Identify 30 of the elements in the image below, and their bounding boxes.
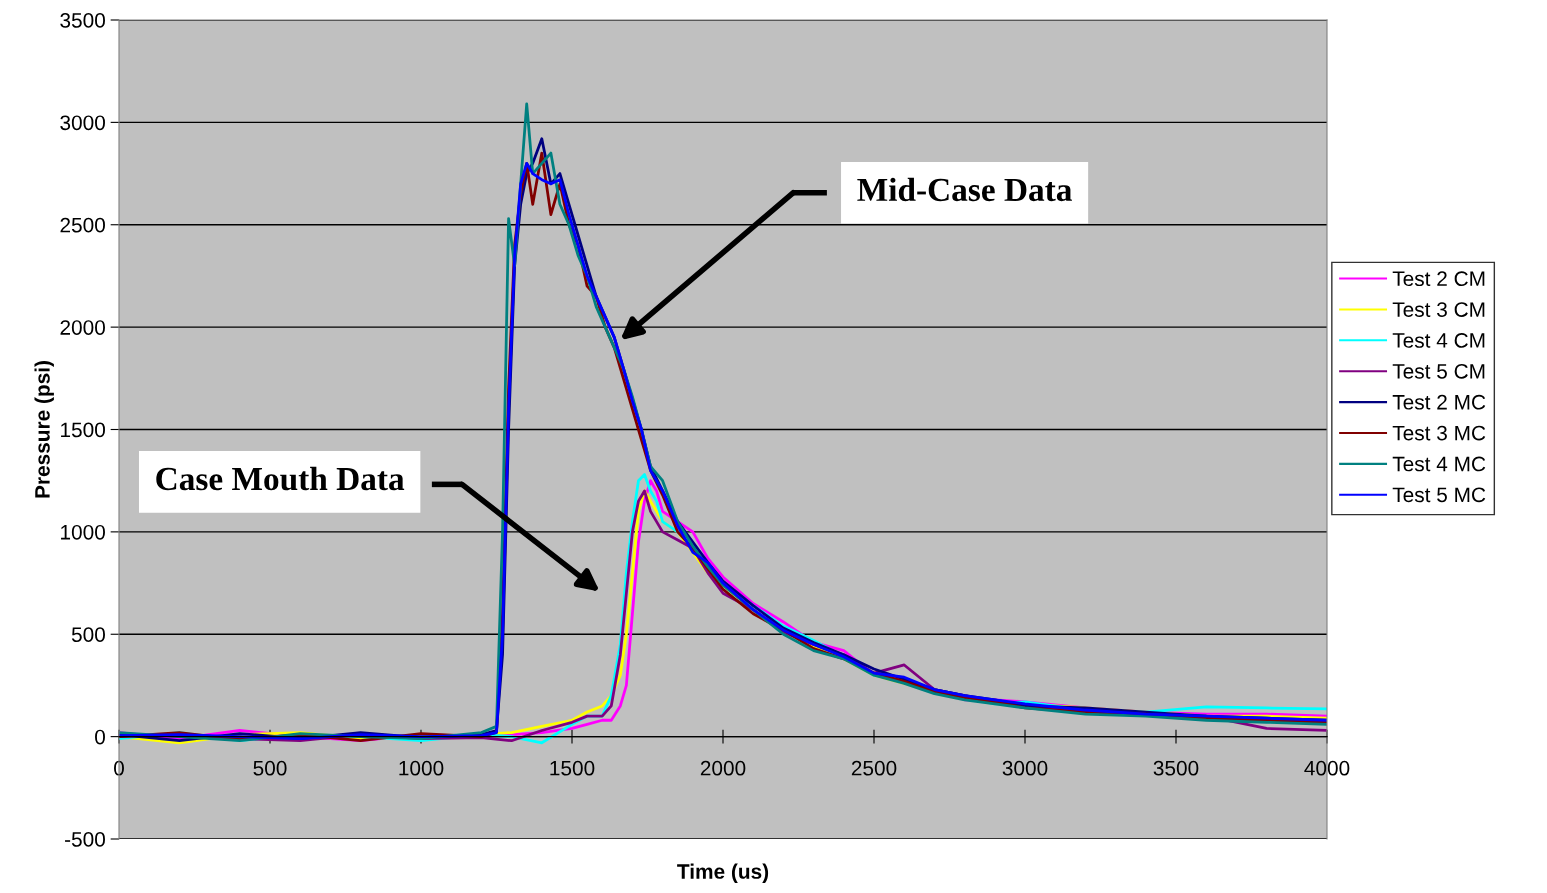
x-tick-label: 4000 <box>1304 760 1350 776</box>
annotation: Case Mouth Data <box>156 466 405 491</box>
y-axis-title: Pressure (psi) <box>34 361 54 498</box>
x-tick-label: 3500 <box>1153 760 1199 776</box>
y-tick-label: 0 <box>95 729 105 745</box>
legend-label: Test 3 CM <box>1392 302 1485 317</box>
legend-label: Test 5 MC <box>1392 487 1486 503</box>
y-tick-label: 1000 <box>61 524 105 540</box>
annotation: Mid-Case Data <box>857 177 1072 202</box>
x-tick-label: 3000 <box>1002 760 1048 776</box>
legend-label: Test 2 CM <box>1392 271 1485 287</box>
legend-label: Test 4 CM <box>1392 333 1485 348</box>
x-tick-label: 1500 <box>550 760 595 776</box>
legend-label: Test 3 MC <box>1392 425 1486 441</box>
x-tick-label: 1000 <box>399 760 444 776</box>
x-tick-label: 500 <box>253 760 287 776</box>
x-axis-title: Time (us) <box>677 863 769 883</box>
y-tick-label: -500 <box>65 832 105 847</box>
x-tick-label: 2000 <box>700 760 746 776</box>
y-tick-label: 2000 <box>60 320 105 335</box>
legend-label: Test 4 MC <box>1392 456 1486 472</box>
x-tick-label: 2500 <box>851 760 897 776</box>
y-tick-label: 500 <box>71 627 105 642</box>
y-tick-label: 2500 <box>60 217 105 233</box>
legend-label: Test 5 CM <box>1392 363 1485 379</box>
legend-label: Test 2 MC <box>1392 394 1486 410</box>
y-tick-label: 3000 <box>60 115 105 131</box>
y-tick-label: 1500 <box>61 422 105 438</box>
x-tick-label: 0 <box>114 760 124 776</box>
y-tick-label: 3500 <box>60 13 105 28</box>
